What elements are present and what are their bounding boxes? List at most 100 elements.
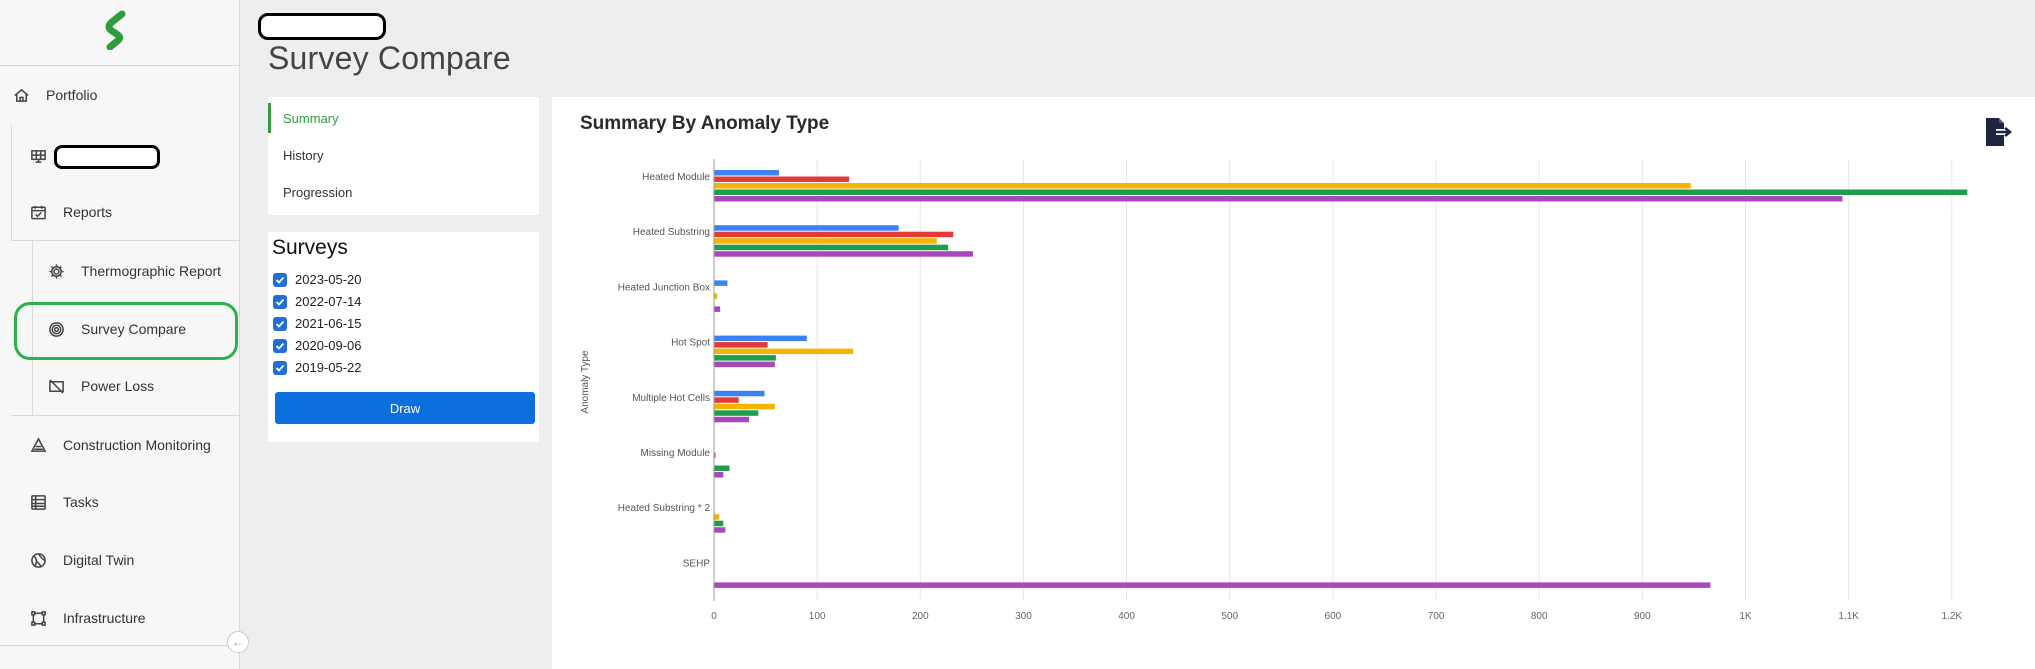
- y-tick-label: Heated Substring: [633, 227, 710, 238]
- tab-history[interactable]: History: [283, 147, 324, 163]
- sidebar-item-label: Construction Monitoring: [63, 437, 211, 453]
- sidebar-item-portfolio[interactable]: Portfolio: [12, 86, 97, 104]
- sidebar: Portfolio Reports Thermographic Report S…: [0, 0, 240, 669]
- bar[interactable]: [714, 225, 899, 231]
- x-tick-label: 800: [1531, 611, 1548, 622]
- bar[interactable]: [714, 465, 730, 472]
- sidebar-item-label: Reports: [63, 204, 113, 220]
- checkbox-checked-icon[interactable]: [273, 294, 287, 309]
- sidebar-tree-line: [32, 240, 33, 415]
- bar[interactable]: [714, 390, 765, 397]
- sidebar-item-reports[interactable]: Reports: [29, 203, 112, 221]
- x-tick-label: 200: [912, 611, 929, 622]
- sidebar-item-tasks[interactable]: Tasks: [29, 493, 99, 511]
- bar[interactable]: [714, 170, 779, 176]
- surveys-panel: Surveys 2023-05-20 2022-07-14 2021-06-15…: [268, 232, 539, 442]
- checkbox-checked-icon[interactable]: [273, 338, 287, 353]
- bar[interactable]: [714, 361, 775, 368]
- bar[interactable]: [714, 348, 854, 355]
- sidebar-item-site[interactable]: [29, 147, 63, 165]
- globe-icon: [29, 551, 47, 569]
- tab-progression[interactable]: Progression: [283, 184, 353, 200]
- sidebar-item-survey-compare[interactable]: Survey Compare: [47, 320, 186, 338]
- gear-icon: [47, 262, 65, 280]
- survey-checkbox-row[interactable]: 2021-06-15: [273, 316, 362, 331]
- sidebar-item-thermographic-report[interactable]: Thermographic Report: [47, 262, 221, 280]
- calendar-check-icon: [29, 203, 47, 221]
- checkbox-checked-icon[interactable]: [273, 272, 287, 287]
- bar[interactable]: [714, 582, 1711, 588]
- sidebar-item-label: Infrastructure: [63, 610, 146, 626]
- bar[interactable]: [714, 335, 807, 342]
- bar[interactable]: [714, 238, 937, 244]
- bar[interactable]: [714, 514, 720, 520]
- y-axis-title: Anomaly Type: [580, 350, 591, 414]
- bar[interactable]: [714, 251, 973, 257]
- x-tick-label: 900: [1634, 611, 1651, 622]
- bar[interactable]: [714, 410, 759, 416]
- sidebar-item-label: Thermographic Report: [81, 263, 222, 279]
- app-logo-icon[interactable]: [98, 10, 134, 50]
- survey-date: 2022-07-14: [295, 294, 362, 309]
- bar[interactable]: [714, 244, 949, 251]
- solar-panel-icon: [29, 147, 47, 165]
- x-tick-label: 400: [1118, 611, 1135, 622]
- survey-checkbox-row[interactable]: 2023-05-20: [273, 272, 362, 287]
- redacted-site-name: [54, 145, 160, 169]
- sidebar-divider: [0, 645, 240, 646]
- x-tick-label: 0: [711, 611, 717, 622]
- bar[interactable]: [714, 293, 718, 299]
- survey-checkbox-row[interactable]: 2019-05-22: [273, 360, 362, 375]
- survey-checkbox-row[interactable]: 2022-07-14: [273, 294, 362, 309]
- checkbox-checked-icon[interactable]: [273, 360, 287, 375]
- x-tick-label: 300: [1015, 611, 1032, 622]
- bar[interactable]: [714, 342, 768, 348]
- panel-off-icon: [47, 377, 65, 395]
- sidebar-tree-line: [11, 125, 12, 240]
- survey-checkbox-row[interactable]: 2020-09-06: [273, 338, 362, 353]
- bar[interactable]: [714, 452, 716, 459]
- bar[interactable]: [714, 527, 726, 533]
- sidebar-divider: [11, 415, 240, 416]
- bar[interactable]: [714, 403, 775, 410]
- bar[interactable]: [714, 280, 728, 286]
- bar[interactable]: [714, 397, 739, 403]
- sidebar-divider: [11, 240, 240, 241]
- tab-summary[interactable]: Summary: [268, 103, 539, 133]
- survey-date: 2019-05-22: [295, 360, 362, 375]
- chart-title: Summary By Anomaly Type: [580, 113, 830, 134]
- arrow-left-icon[interactable]: ←: [227, 631, 249, 653]
- y-tick-label: SEHP: [683, 558, 711, 569]
- x-tick-label: 700: [1428, 611, 1445, 622]
- bar[interactable]: [714, 231, 954, 238]
- sidebar-item-label: Survey Compare: [81, 321, 187, 337]
- bar[interactable]: [714, 520, 724, 527]
- x-tick-label: 1.1K: [1838, 611, 1859, 622]
- sidebar-divider: [0, 65, 240, 66]
- draw-button[interactable]: Draw: [275, 392, 535, 424]
- x-tick-label: 500: [1221, 611, 1238, 622]
- bar[interactable]: [714, 176, 850, 183]
- checkbox-checked-icon[interactable]: [273, 316, 287, 331]
- sidebar-item-label: Tasks: [63, 494, 99, 510]
- bar[interactable]: [714, 183, 1691, 189]
- bar[interactable]: [714, 416, 750, 423]
- sidebar-item-digital-twin[interactable]: Digital Twin: [29, 551, 134, 569]
- bar[interactable]: [714, 306, 721, 312]
- construction-icon: [29, 436, 47, 454]
- sidebar-item-infrastructure[interactable]: Infrastructure: [29, 609, 145, 627]
- sidebar-item-construction-monitoring[interactable]: Construction Monitoring: [29, 436, 211, 454]
- tasks-icon: [29, 493, 47, 511]
- chart-panel: Summary By Anomaly Type 0 100 200 300 400 500…: [552, 97, 2035, 669]
- y-tick-label: Hot Spot: [671, 338, 710, 349]
- survey-date: 2021-06-15: [295, 316, 362, 331]
- y-tick-label: Missing Module: [641, 448, 711, 459]
- bar[interactable]: [714, 355, 776, 361]
- bar[interactable]: [714, 472, 724, 478]
- x-tick-label: 1.2K: [1942, 611, 1963, 622]
- bar[interactable]: [714, 189, 1968, 196]
- export-file-icon[interactable]: [1982, 115, 2016, 149]
- sidebar-item-power-loss[interactable]: Power Loss: [47, 377, 154, 395]
- bar[interactable]: [714, 196, 1843, 202]
- survey-date: 2023-05-20: [295, 272, 362, 287]
